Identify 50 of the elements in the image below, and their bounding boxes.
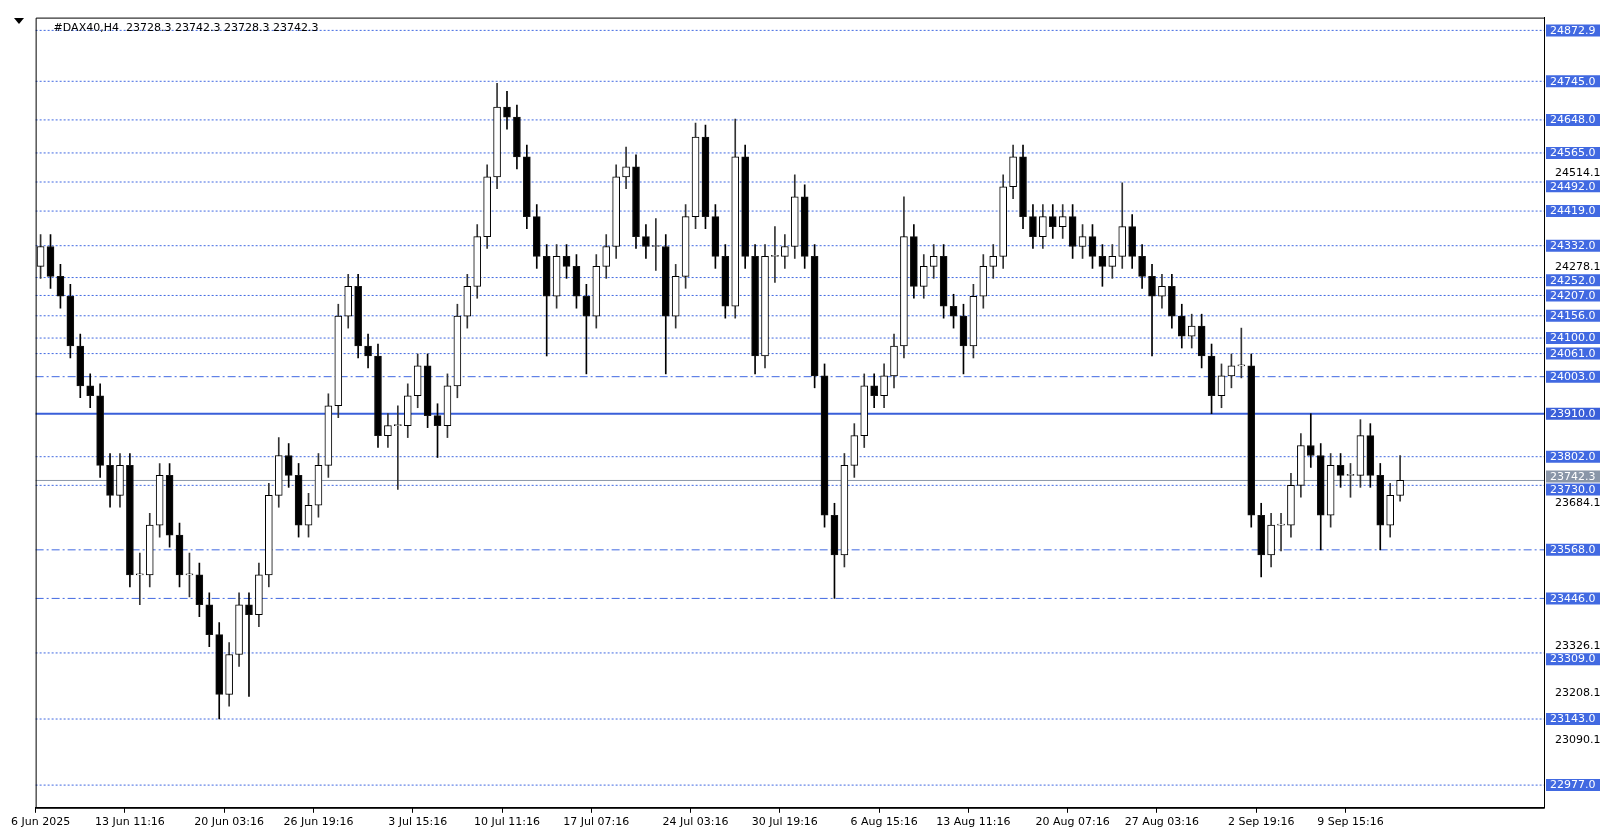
y-tick-label: 23684.1 xyxy=(1555,496,1601,510)
ref-line-label: 24419.0 xyxy=(1550,204,1596,218)
candlestick xyxy=(622,146,630,190)
ref-line-label: 24100.0 xyxy=(1550,331,1596,345)
ref-line-label: 24156.0 xyxy=(1550,309,1596,323)
x-tick-label: 20 Jun 03:16 xyxy=(194,815,265,829)
x-tick-label: 9 Sep 15:16 xyxy=(1317,815,1384,829)
ref-line-label: 23446.0 xyxy=(1550,591,1596,605)
ref-line-label: 23730.0 xyxy=(1550,482,1596,496)
candlestick xyxy=(1306,413,1315,468)
ref-line-label: 24207.0 xyxy=(1550,288,1596,302)
ref-line-label: 24648.0 xyxy=(1550,113,1596,127)
y-tick-label: 23208.1 xyxy=(1555,685,1601,699)
candlestick xyxy=(245,592,253,697)
x-tick-label: 27 Aug 03:16 xyxy=(1124,815,1200,829)
ref-line-label: 24565.0 xyxy=(1550,146,1596,160)
candlestick xyxy=(1277,512,1285,552)
ref-line-label: 23802.0 xyxy=(1550,450,1596,464)
x-tick-label: 13 Aug 11:16 xyxy=(936,815,1011,829)
x-tick-label: 2 Sep 19:16 xyxy=(1227,815,1295,829)
ref-line-label: 24492.0 xyxy=(1550,179,1596,193)
x-tick-label: 3 Jul 15:16 xyxy=(388,815,448,829)
x-tick-label: 6 Aug 15:16 xyxy=(850,815,918,829)
ref-line-label: 23742.3 xyxy=(1550,469,1596,483)
y-tick-label: 23326.1 xyxy=(1555,639,1601,652)
ref-line-label: 24332.0 xyxy=(1550,239,1596,253)
ref-line-label: 24061.0 xyxy=(1550,346,1596,360)
ref-line-label: 24252.0 xyxy=(1550,273,1596,287)
ref-line-label: 24003.0 xyxy=(1550,370,1596,384)
y-tick-label: 24278.1 xyxy=(1555,260,1601,274)
x-tick-label: 13 Jun 11:16 xyxy=(94,815,165,829)
candlestick xyxy=(1148,264,1156,357)
ref-line-label: 23910.0 xyxy=(1550,407,1596,421)
x-tick-label: 10 Jul 11:16 xyxy=(474,815,540,829)
x-tick-label: 30 Jul 19:16 xyxy=(751,815,818,829)
ref-line-label: 24872.9 xyxy=(1550,23,1596,37)
y-tick-label: 24514.1 xyxy=(1555,166,1601,180)
ref-line-label: 23143.0 xyxy=(1550,712,1596,726)
x-tick-label: 6 Jun 2025 xyxy=(10,815,71,829)
ref-line-label: 24745.0 xyxy=(1550,74,1596,88)
ref-line-label: 23568.0 xyxy=(1550,543,1596,557)
x-tick-label: 20 Aug 07:16 xyxy=(1035,815,1110,829)
chart-title: #DAX40,H4 23728.3 23742.3 23728.3 23742.3 xyxy=(53,21,319,35)
candlestick xyxy=(135,552,144,606)
x-tick-label: 26 Jun 19:16 xyxy=(283,815,354,829)
ref-line-label: 22977.0 xyxy=(1550,778,1596,792)
ref-line-label: 23309.0 xyxy=(1550,652,1596,666)
y-tick-label: 23090.1 xyxy=(1555,732,1601,746)
x-tick-label: 24 Jul 03:16 xyxy=(662,815,729,829)
x-tick-label: 17 Jul 07:16 xyxy=(563,815,630,829)
